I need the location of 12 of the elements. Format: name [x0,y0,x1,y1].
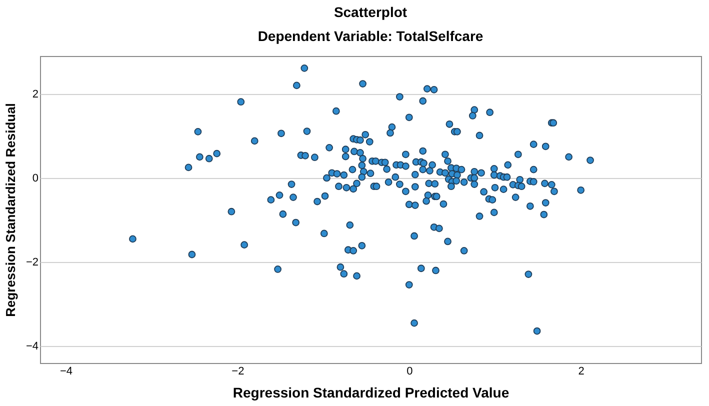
x-tick-label: −2 [232,366,244,378]
x-tick-label: 0 [406,366,413,378]
y-tick-label: −2 [26,256,38,269]
x-axis-title: Regression Standardized Predicted Value [232,384,510,400]
x-tick-label: 2 [578,366,584,378]
y-tick-label: −4 [26,340,38,353]
x-tick-label: −4 [60,366,73,378]
chart-title: Scatterplot [334,4,408,20]
y-tick-label: 2 [32,88,38,100]
y-axis-title: Regression Standardized Residual [2,103,18,317]
y-tick-label: 0 [32,172,38,184]
chart-subtitle: Dependent Variable: TotalSelfcare [258,28,484,44]
